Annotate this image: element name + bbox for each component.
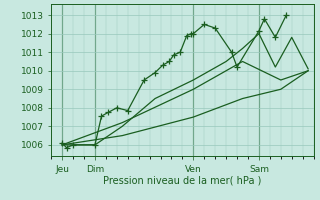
X-axis label: Pression niveau de la mer( hPa ): Pression niveau de la mer( hPa ) [103, 175, 261, 185]
